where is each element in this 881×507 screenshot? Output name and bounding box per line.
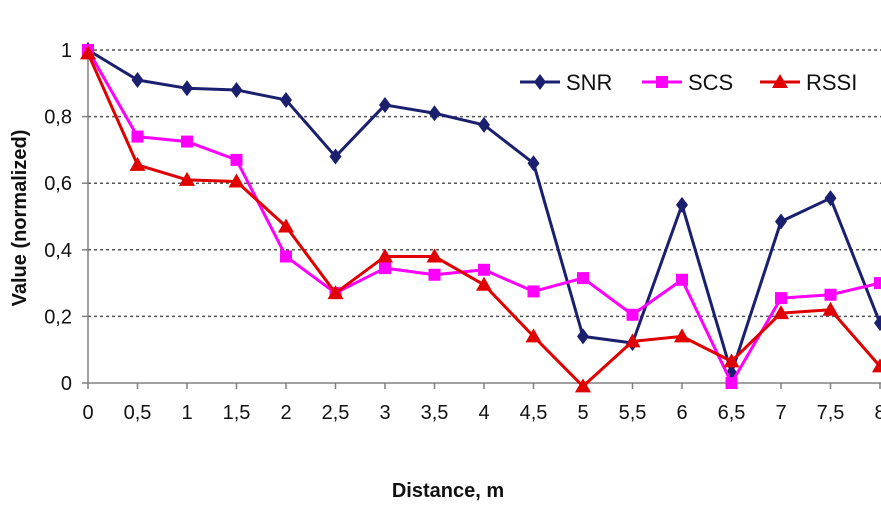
data-point-snr bbox=[329, 148, 342, 165]
x-tick-label: 7,5 bbox=[817, 402, 845, 424]
x-tick-label: 6 bbox=[676, 402, 687, 424]
y-tick-label: 1 bbox=[61, 40, 72, 62]
x-tick-label: 3,5 bbox=[421, 402, 449, 424]
series-line-snr bbox=[87, 48, 881, 375]
x-tick-label: 1,5 bbox=[223, 402, 251, 424]
x-tick-label: 2,5 bbox=[322, 402, 350, 424]
legend-label-scs: SCS bbox=[688, 70, 733, 95]
x-tick-label: 5 bbox=[577, 402, 588, 424]
y-tick-label: 0,8 bbox=[44, 107, 72, 129]
x-tick-label: 2 bbox=[280, 402, 291, 424]
data-point-snr bbox=[280, 91, 292, 108]
data-point-rssi bbox=[624, 333, 641, 348]
data-point-rssi bbox=[80, 45, 96, 60]
x-tick-label: 7 bbox=[775, 402, 786, 424]
data-point-snr bbox=[379, 96, 391, 113]
x-tick-labels: 0 0,5 1 1,5 2 2,5 3 3,5 4 4,5 5 5,5 6 6,5 7 7,5 8 bbox=[82, 383, 881, 424]
x-tick-label: 0 bbox=[82, 402, 93, 424]
data-point-scs bbox=[478, 263, 490, 276]
data-point-snr bbox=[478, 116, 490, 133]
x-tick-label: 3 bbox=[379, 402, 390, 424]
data-point-rssi bbox=[179, 171, 195, 186]
data-point-rssi bbox=[525, 328, 542, 343]
data-point-scs bbox=[131, 130, 144, 143]
legend-label-snr: SNR bbox=[566, 70, 612, 95]
data-point-rssi bbox=[327, 285, 344, 300]
y-tick-labels: 0 0,2 0,4 0,6 0,8 1 bbox=[44, 40, 88, 395]
data-point-scs bbox=[824, 288, 837, 301]
data-point-scs bbox=[379, 262, 391, 275]
data-point-scs bbox=[230, 153, 243, 166]
data-point-rssi bbox=[426, 248, 443, 263]
data-point-snr bbox=[874, 315, 881, 332]
y-tick-label: 0,2 bbox=[44, 306, 72, 328]
data-point-scs bbox=[874, 277, 881, 290]
data-point-scs bbox=[280, 250, 292, 263]
data-point-rssi bbox=[723, 353, 740, 368]
data-point-rssi bbox=[575, 378, 591, 393]
x-tick-label: 1 bbox=[181, 402, 192, 424]
y-tick-label: 0 bbox=[61, 373, 72, 395]
data-point-snr bbox=[824, 190, 837, 207]
legend-marker-scs bbox=[656, 76, 668, 88]
data-point-snr bbox=[428, 105, 441, 122]
data-point-snr bbox=[775, 213, 787, 230]
data-point-rssi bbox=[377, 248, 393, 263]
series-group bbox=[80, 42, 881, 393]
data-point-rssi bbox=[674, 328, 690, 343]
data-point-snr bbox=[577, 328, 589, 345]
x-tick-label: 4,5 bbox=[520, 402, 548, 424]
data-point-rssi bbox=[278, 218, 294, 233]
data-point-scs bbox=[775, 292, 787, 305]
legend-label-rssi: RSSI bbox=[806, 70, 857, 95]
legend: SNR SCS RSSI bbox=[520, 70, 857, 95]
data-point-snr bbox=[230, 81, 243, 98]
series-line-rssi bbox=[86, 52, 881, 388]
data-point-scs bbox=[577, 272, 589, 285]
data-point-scs bbox=[725, 377, 738, 389]
data-point-scs bbox=[676, 273, 688, 286]
x-tick-label: 5,5 bbox=[619, 402, 647, 424]
data-point-rssi bbox=[872, 358, 881, 373]
data-point-snr bbox=[131, 71, 144, 88]
x-axis-title: Distance, m bbox=[392, 480, 504, 502]
x-tick-label: 8 bbox=[874, 402, 881, 424]
x-tick-label: 0,5 bbox=[124, 402, 152, 424]
x-tick-label: 4 bbox=[478, 402, 489, 424]
data-point-snr bbox=[181, 80, 193, 97]
data-point-rssi bbox=[476, 276, 492, 291]
x-tick-label: 6,5 bbox=[718, 402, 746, 424]
data-point-snr bbox=[676, 196, 688, 213]
y-tick-label: 0,4 bbox=[44, 240, 72, 262]
data-point-scs bbox=[527, 285, 540, 298]
data-point-rssi bbox=[822, 301, 839, 316]
legend-marker-snr bbox=[534, 74, 546, 90]
y-axis-title: Value (normalized) bbox=[9, 130, 31, 307]
data-point-rssi bbox=[129, 156, 146, 171]
y-tick-label: 0,6 bbox=[44, 173, 72, 195]
data-point-scs bbox=[428, 268, 441, 281]
data-point-scs bbox=[626, 308, 639, 321]
data-point-rssi bbox=[228, 173, 245, 188]
data-point-rssi bbox=[773, 305, 789, 320]
data-point-snr bbox=[527, 155, 540, 172]
data-point-scs bbox=[181, 135, 193, 148]
legend-marker-rssi bbox=[772, 74, 788, 88]
